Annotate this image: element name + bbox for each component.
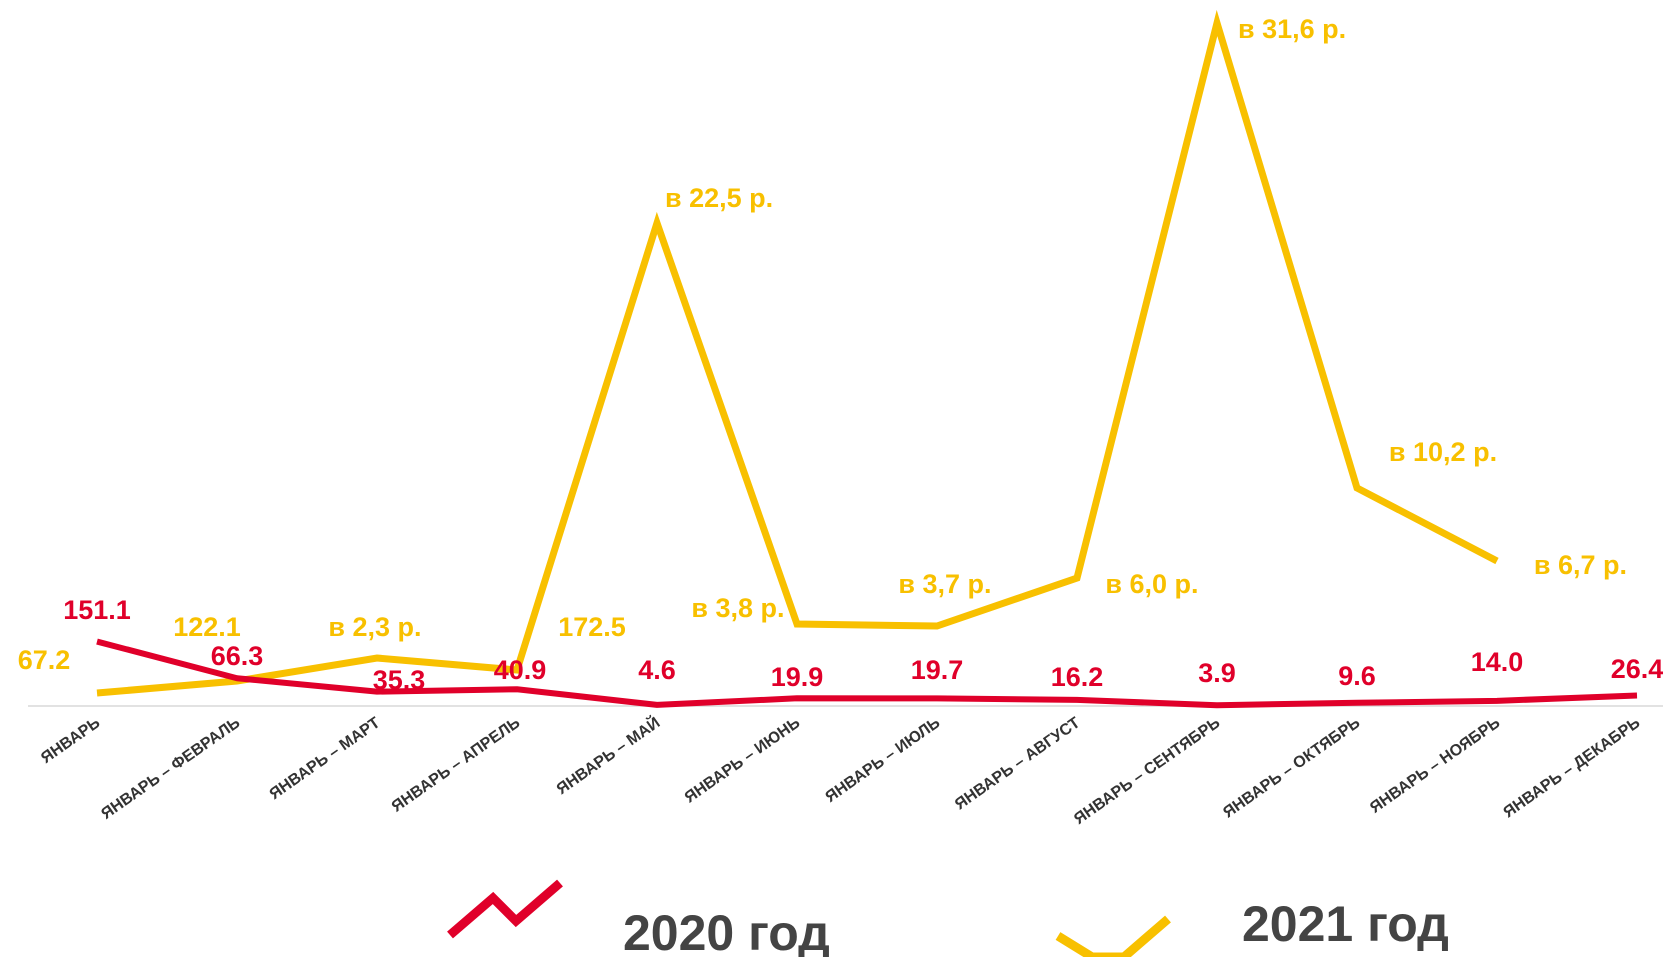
- data-label-2020-7: 16.2: [1051, 662, 1104, 692]
- x-tick-label-5: ЯНВАРЬ – ИЮНЬ: [682, 714, 803, 806]
- x-tick-label-4: ЯНВАРЬ – МАЙ: [553, 713, 664, 798]
- x-tick-label-1: ЯНВАРЬ – ФЕВРАЛЬ: [98, 714, 243, 823]
- data-label-2021-9: в 10,2 р.: [1389, 437, 1497, 467]
- data-labels: 151.1 66.3 35.3 40.9 4.6 19.9 19.7 16.2 3.9 9.6 14…: [18, 14, 1663, 695]
- data-label-2020-3: 40.9: [494, 655, 547, 685]
- data-label-2021-1: 122.1: [173, 612, 241, 642]
- data-label-2020-4: 4.6: [638, 655, 676, 685]
- data-label-2020-9: 9.6: [1338, 661, 1376, 691]
- x-tick-label-0: ЯНВАРЬ: [38, 714, 103, 767]
- data-label-2020-10: 14.0: [1471, 647, 1524, 677]
- data-label-2021-8: в 31,6 р.: [1238, 14, 1346, 44]
- legend-swatch-2021: [1055, 915, 1171, 957]
- data-label-2021-3: 172.5: [558, 612, 626, 642]
- data-label-2020-8: 3.9: [1198, 658, 1236, 688]
- x-tick-label-8: ЯНВАРЬ – СЕНТЯБРЬ: [1071, 714, 1223, 828]
- data-label-2020-2: 35.3: [373, 665, 426, 695]
- legend: 2020 год 2021 год: [447, 879, 1449, 957]
- data-label-2021-2: в 2,3 р.: [328, 612, 421, 642]
- data-label-2020-6: 19.7: [911, 655, 964, 685]
- data-label-2020-11: 26.4: [1611, 654, 1663, 684]
- data-label-2020-1: 66.3: [211, 641, 264, 671]
- data-label-2021-5: в 3,8 р.: [691, 593, 784, 623]
- legend-label-2020: 2020 год: [623, 905, 830, 957]
- x-tick-label-7: ЯНВАРЬ – АВГУСТ: [952, 714, 1083, 813]
- data-label-2021-0: 67.2: [18, 645, 71, 675]
- x-tick-label-2: ЯНВАРЬ – МАРТ: [267, 714, 384, 803]
- series-lines: [96, 9, 1638, 709]
- legend-label-2021: 2021 год: [1242, 896, 1449, 952]
- x-tick-label-3: ЯНВАРЬ – АПРЕЛЬ: [389, 714, 523, 815]
- data-label-2020-0: 151.1: [63, 595, 131, 625]
- x-tick-label-9: ЯНВАРЬ – ОКТЯБРЬ: [1220, 714, 1363, 821]
- data-label-2021-6: в 3,7 р.: [898, 569, 991, 599]
- series-line-2020: [96, 638, 1638, 709]
- x-tick-label-6: ЯНВАРЬ – ИЮЛЬ: [823, 714, 944, 806]
- legend-swatch-2020: [447, 879, 563, 939]
- data-label-2021-7: в 6,0 р.: [1105, 569, 1198, 599]
- data-label-2021-4: в 22,5 р.: [665, 183, 773, 213]
- x-tick-label-10: ЯНВАРЬ – НОЯБРЬ: [1367, 714, 1503, 816]
- series-line-2021: [96, 9, 1499, 697]
- data-label-2021-10: в 6,7 р.: [1534, 550, 1627, 580]
- x-tick-label-11: ЯНВАРЬ – ДЕКАБРЬ: [1501, 714, 1644, 821]
- data-label-2020-5: 19.9: [771, 662, 824, 692]
